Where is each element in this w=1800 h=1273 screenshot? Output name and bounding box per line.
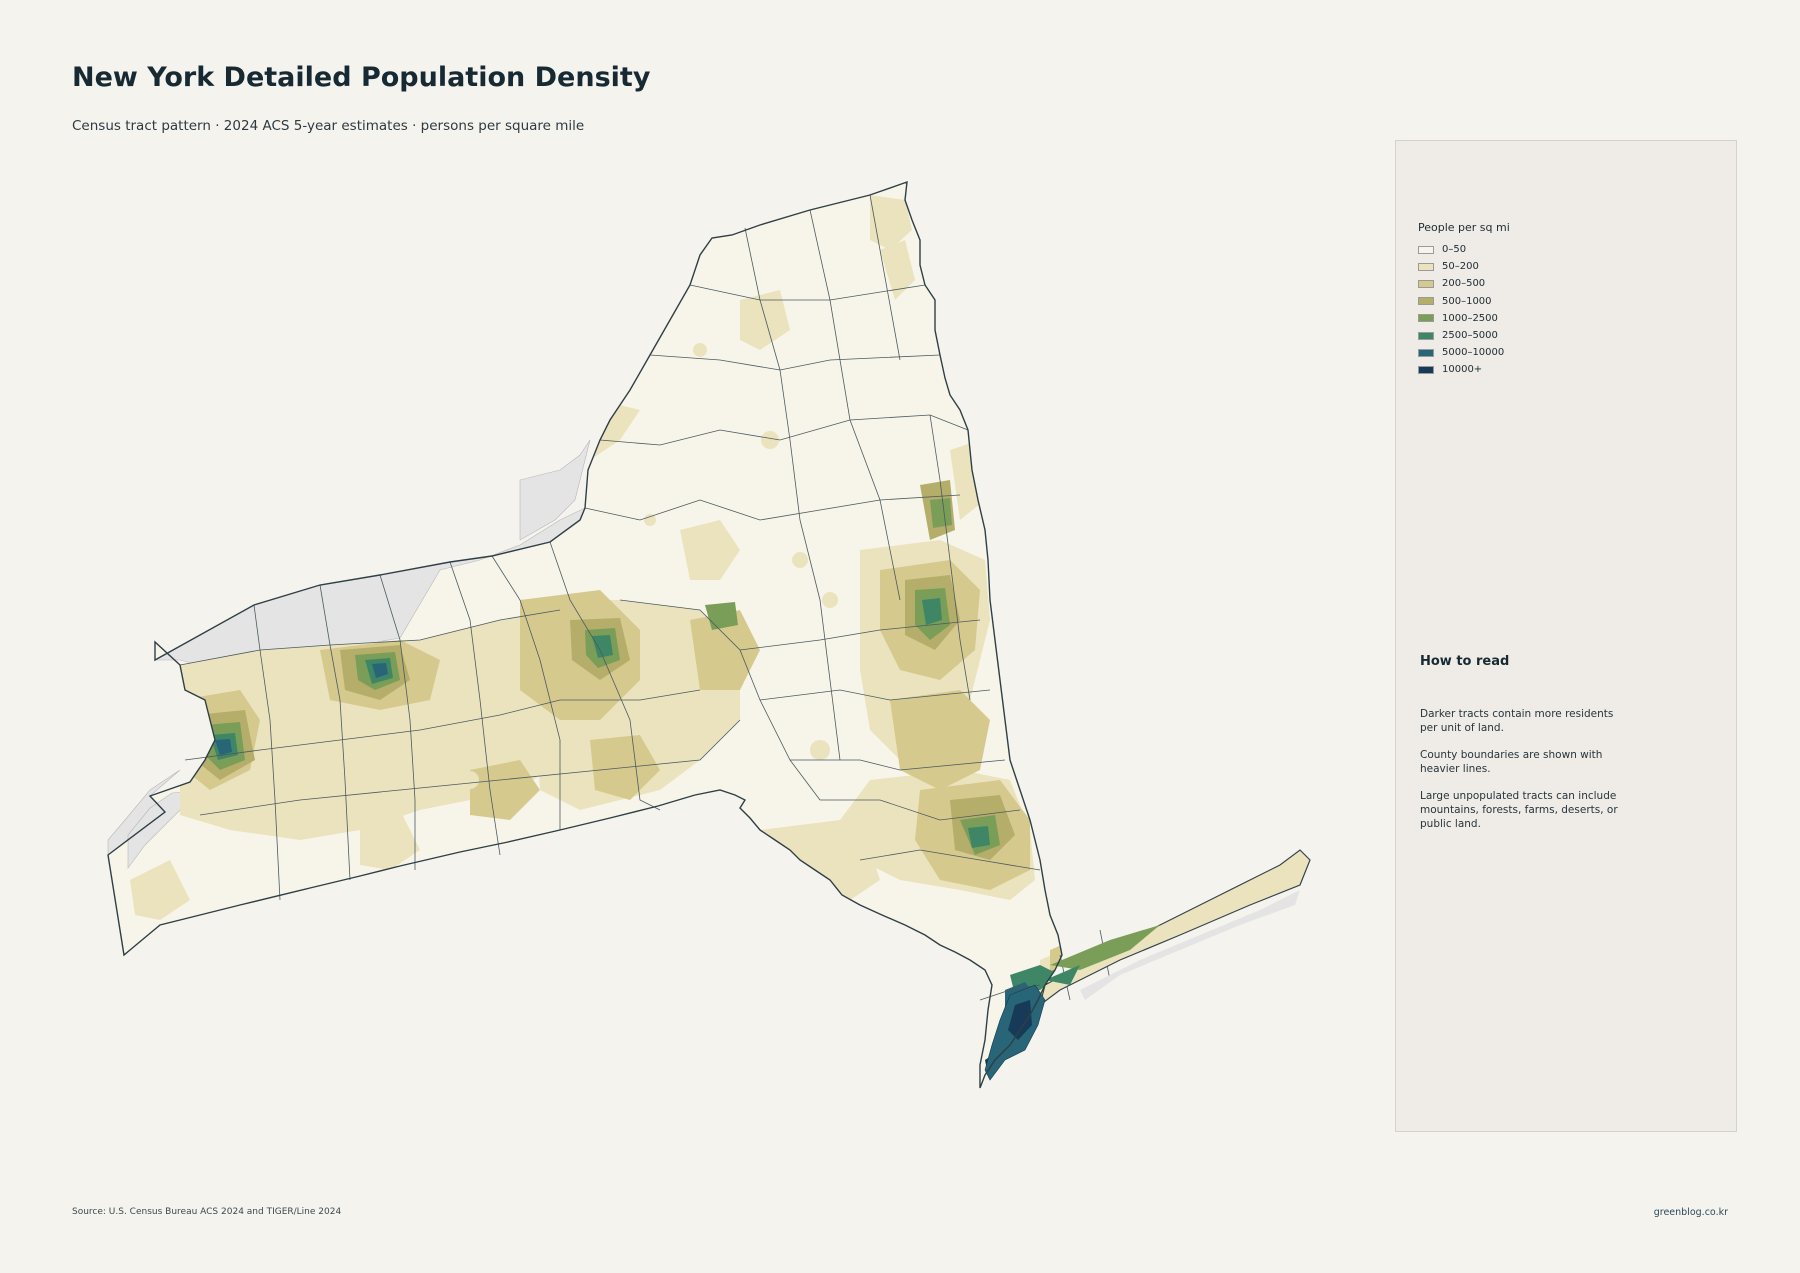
legend-label: 200–500	[1442, 278, 1486, 290]
legend-swatch	[1418, 262, 1434, 271]
legend-label: 500–1000	[1442, 295, 1492, 307]
page-title: New York Detailed Population Density	[72, 62, 651, 93]
legend-label: 50–200	[1442, 261, 1479, 273]
legend-label: 0–50	[1442, 244, 1467, 256]
credit-link[interactable]: greenblog.co.kr	[1653, 1207, 1728, 1218]
legend-swatch	[1418, 331, 1434, 340]
legend-label: 5000–10000	[1442, 347, 1505, 359]
legend-item: 500–1000	[1418, 293, 1504, 310]
legend-item: 5000–10000	[1418, 344, 1504, 361]
howto-paragraph-2: County boundaries are shown with heavier…	[1420, 749, 1603, 775]
page-subtitle: Census tract pattern · 2024 ACS 5-year e…	[72, 118, 585, 134]
legend-item: 200–500	[1418, 275, 1504, 292]
legend-item: 50–200	[1418, 258, 1504, 275]
legend-swatch	[1418, 297, 1434, 306]
legend-title: People per sq mi	[1418, 221, 1510, 234]
legend-panel: People per sq mi 0–50 50–200 200–500 500–10…	[1395, 140, 1737, 1132]
state-outline	[107, 180, 1063, 1089]
legend-swatch	[1418, 348, 1434, 357]
legend-swatch	[1418, 279, 1434, 288]
legend-item: 10000+	[1418, 361, 1504, 378]
howto-paragraph-1: Darker tracts contain more residents per…	[1420, 708, 1614, 734]
howto-title: How to read	[1420, 654, 1510, 669]
nyc-core	[984, 984, 1046, 1081]
howto-paragraph-3: Large unpopulated tracts can include mou…	[1420, 790, 1618, 830]
source-note: Source: U.S. Census Bureau ACS 2024 and …	[72, 1207, 342, 1217]
legend-label: 10000+	[1442, 364, 1483, 376]
legend-list: 0–50 50–200 200–500 500–1000 1000–2500 2500–5…	[1418, 241, 1504, 379]
legend-swatch	[1418, 365, 1434, 374]
lake-ontario-east	[519, 439, 591, 541]
legend-item: 0–50	[1418, 241, 1504, 258]
legend-label: 1000–2500	[1442, 312, 1498, 324]
legend-label: 2500–5000	[1442, 330, 1498, 342]
legend-swatch	[1418, 314, 1434, 323]
legend-item: 1000–2500	[1418, 310, 1504, 327]
legend-swatch	[1418, 245, 1434, 254]
long-island	[1039, 849, 1311, 1007]
legend-item: 2500–5000	[1418, 327, 1504, 344]
